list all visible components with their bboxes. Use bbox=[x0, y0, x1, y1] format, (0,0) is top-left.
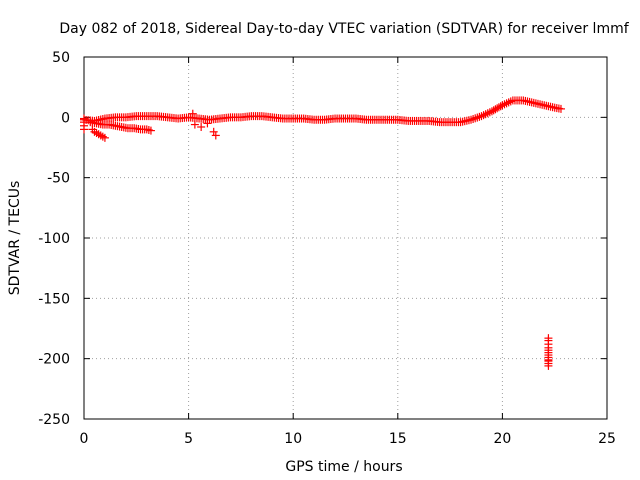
x-tick-label: 10 bbox=[284, 431, 302, 447]
y-tick-label: -50 bbox=[47, 171, 70, 187]
x-axis-label: GPS time / hours bbox=[285, 459, 402, 475]
data-point bbox=[493, 104, 502, 113]
y-tick-label: 50 bbox=[52, 50, 70, 66]
x-tick-label: 0 bbox=[80, 431, 89, 447]
data-points bbox=[80, 96, 565, 370]
x-tick-label: 25 bbox=[598, 431, 616, 447]
x-tick-labels: 0 5 10 15 20 25 bbox=[80, 431, 616, 447]
data-point bbox=[544, 361, 553, 370]
y-tick-labels: -250 -200 -150 -100 -50 0 50 bbox=[38, 50, 70, 428]
y-tick-label: -150 bbox=[38, 291, 70, 307]
x-tick-label: 15 bbox=[389, 431, 407, 447]
data-point bbox=[491, 105, 500, 114]
data-point bbox=[496, 102, 505, 111]
y-tick-label: -200 bbox=[38, 352, 70, 368]
data-point bbox=[197, 122, 206, 131]
data-point bbox=[203, 119, 212, 128]
data-point bbox=[489, 106, 498, 115]
data-point bbox=[80, 125, 88, 134]
chart-title: Day 082 of 2018, Sidereal Day-to-day VTE… bbox=[59, 21, 629, 37]
y-tick-label: -250 bbox=[38, 412, 70, 428]
data-point bbox=[146, 126, 155, 135]
data-point bbox=[556, 104, 565, 113]
data-point bbox=[494, 103, 503, 112]
y-axis-label: SDTVAR / TECUs bbox=[7, 181, 23, 296]
x-tick-label: 5 bbox=[184, 431, 193, 447]
y-tick-label: 0 bbox=[61, 110, 70, 126]
data-point bbox=[188, 109, 197, 118]
data-point bbox=[211, 131, 220, 140]
data-point bbox=[190, 120, 199, 129]
data-point bbox=[487, 107, 496, 116]
axis-ticks bbox=[83, 56, 608, 420]
data-point bbox=[100, 133, 109, 142]
x-tick-label: 20 bbox=[493, 431, 511, 447]
y-tick-label: -100 bbox=[38, 231, 70, 247]
